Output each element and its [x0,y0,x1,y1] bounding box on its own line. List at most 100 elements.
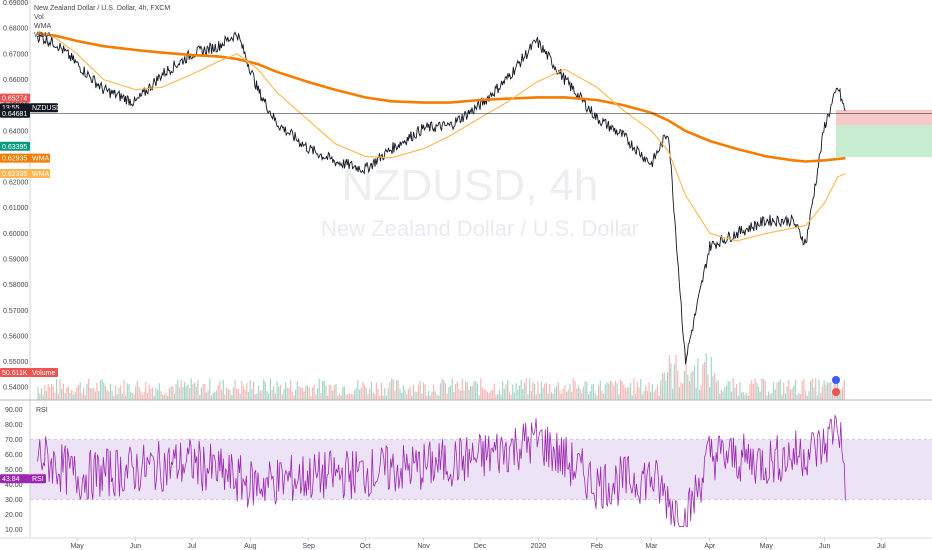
position-zones[interactable] [836,110,932,157]
volume-bar [402,385,404,400]
volume-bar [783,382,785,400]
volume-bar [567,389,569,400]
volume-bar [614,380,616,400]
volume-bar [219,381,221,400]
volume-bar [118,387,120,400]
volume-bar [550,392,553,400]
flag-icon[interactable] [832,388,840,396]
volume-bar [259,391,261,400]
watermark-name: New Zealand Dollar / U.S. Dollar [321,216,639,241]
volume-bar [311,387,314,400]
badge-price: 0.62335 [2,171,27,178]
volume-bar [619,379,622,400]
legend-item[interactable]: WMA [34,23,52,30]
legend-item[interactable]: Vol [34,14,44,21]
volume-bar [582,386,584,400]
volume-bar [560,393,563,400]
volume-bar [799,394,802,400]
take-profit-zone[interactable] [836,125,932,157]
volume-bar [342,387,344,400]
volume-bar [273,386,275,400]
volume-bar [76,387,78,400]
volume-bar [293,395,295,400]
volume-bar [372,392,374,400]
volume-bar [485,389,487,400]
volume-bar [557,382,559,400]
volume-bar [478,395,480,400]
y-tick-label: 0.64000 [3,128,28,135]
badge-volume-bg [30,368,58,377]
volume-bar [673,364,675,400]
volume-bar [217,385,219,400]
volume-bar [779,379,781,400]
volume-bar [315,394,317,400]
event-icons[interactable] [832,376,840,396]
volume-bar [44,385,46,400]
badge-rsi: RSI [32,476,44,483]
volume-bar [167,395,169,400]
volume-bar [86,383,88,400]
volume-bar [831,393,834,400]
volume-bar [40,388,43,400]
stop-loss-zone[interactable] [836,110,932,125]
volume-bar [624,388,627,400]
volume-bar [104,386,107,400]
volume-bar [460,390,462,400]
volume-bar [56,379,58,400]
volume-bar [778,381,780,400]
volume-bar [638,387,640,400]
volume-bar [697,358,699,400]
volume-bar [300,387,302,400]
volume-bar [493,383,495,400]
flag-icon[interactable] [832,376,840,384]
volume-bar [387,388,389,400]
volume-bar [746,393,748,400]
x-tick-label: May [70,543,84,550]
volume-bar [237,389,239,400]
volume-bar [391,378,393,400]
volume-bar [766,395,768,400]
volume-bar [377,388,379,400]
volume-bar [352,394,354,400]
volume-bar [771,392,773,400]
volume-bar [497,394,499,400]
volume-bar [182,387,184,400]
rsi-pane: RSI [0,399,932,527]
volume-bar [690,372,692,400]
rsi-tick-label: 80.00 [5,422,23,429]
volume-bar [348,393,351,400]
volume-bar [678,387,680,400]
volume-bar [353,390,356,400]
badge-rsi-bg [30,474,46,484]
volume-bar [392,379,394,400]
x-tick-label: Nov [417,543,430,550]
y-tick-label: 0.61000 [3,205,28,212]
volume-bar [636,381,638,400]
volume-bar [505,384,507,400]
volume-bar [241,380,243,400]
volume-bar [722,391,724,400]
volume-bar [305,385,307,400]
volume-bar [428,390,430,400]
volume-bar [648,382,650,400]
volume-bar [693,365,696,400]
volume-bar [251,389,253,400]
legend-item[interactable]: WMA [34,32,52,39]
volume-bar [417,384,420,400]
volume-bar [719,393,721,400]
rsi-tick-label: 40.00 [5,482,23,489]
volume-bar [810,381,812,400]
volume-bar [581,393,583,400]
volume-bar [99,380,101,400]
volume-bar [288,388,290,400]
volume-bar [512,384,514,400]
x-tick-label: Jun [819,543,830,550]
volume-bar [830,382,832,400]
volume-bar [209,378,211,400]
volume-bar [544,383,546,400]
volume-bar [448,386,450,400]
y-tick-label: 0.58000 [3,282,28,289]
volume-bar [158,383,160,400]
volume-bar [375,382,377,400]
